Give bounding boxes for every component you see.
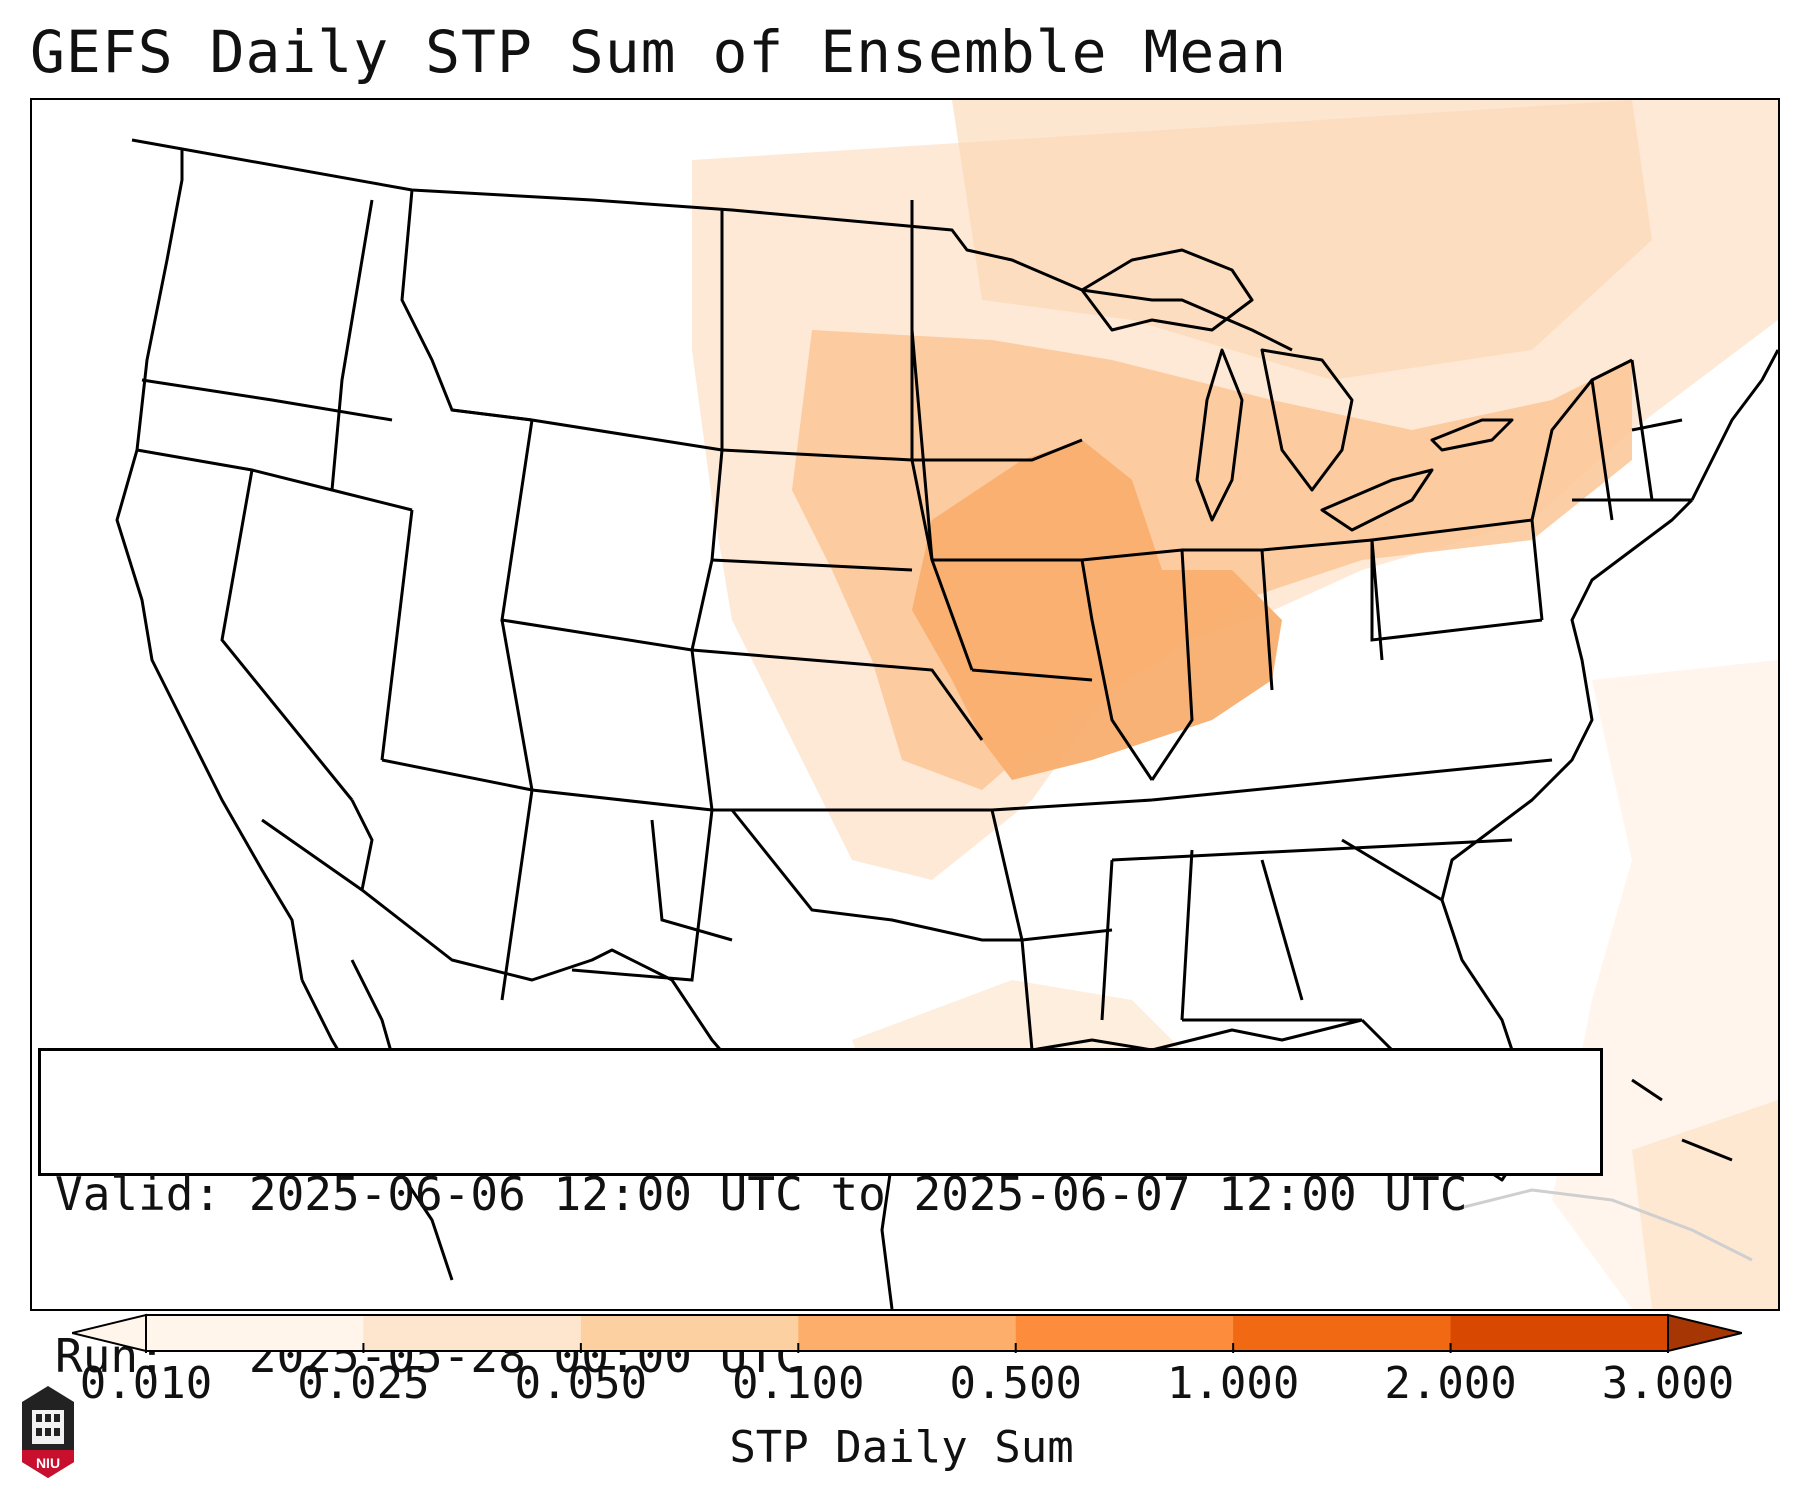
colorbar-segment xyxy=(580,1315,799,1351)
cuba xyxy=(1451,1188,1753,1262)
colorbar-tick-label: 0.100 xyxy=(732,1358,865,1409)
valid-value: 2025-06-06 12:00 UTC to 2025-06-07 12:00… xyxy=(248,1167,1468,1221)
west-coast xyxy=(115,150,304,981)
info-box: Valid: 2025-06-06 12:00 UTC to 2025-06-0… xyxy=(38,1048,1603,1383)
stp-light-caribbean xyxy=(1632,1100,1778,1309)
colorbar-segments xyxy=(72,1313,1742,1353)
colorbar-segment xyxy=(798,1315,1017,1351)
niu-logo-text: NIU xyxy=(36,1455,60,1471)
lake-ontario xyxy=(1430,418,1514,452)
colorbar-outline xyxy=(145,1314,1669,1352)
state-borders xyxy=(136,189,1692,1051)
colorbar-tick-label: 1.000 xyxy=(1166,1358,1300,1409)
colorbar-segment xyxy=(146,1315,364,1351)
colorbar-extend-high xyxy=(1667,1313,1742,1353)
valid-line: Valid: 2025-06-06 12:00 UTC to 2025-06-0… xyxy=(55,1167,1586,1221)
lake-erie xyxy=(1320,468,1434,532)
colorbar-tick-label: 0.050 xyxy=(514,1358,648,1409)
stp-lightest-canada xyxy=(952,100,1652,380)
colorbar-segment xyxy=(1233,1315,1452,1351)
colorbar-tick-label: 3.000 xyxy=(1601,1358,1735,1409)
colorbar-tick-label: 0.500 xyxy=(949,1358,1082,1409)
east-coast xyxy=(1440,498,1694,901)
new-england-coast xyxy=(1690,349,1778,501)
colorbar-extend-low xyxy=(72,1313,147,1353)
colorbar-tick-label: 0.025 xyxy=(297,1358,430,1409)
colorbar-tick-label: 2.000 xyxy=(1384,1358,1517,1409)
colorbar-segment xyxy=(1015,1315,1234,1351)
colorbar-ticks xyxy=(145,1343,1669,1353)
gulf-coast-la xyxy=(1031,1018,1363,1052)
colorbar-axis-label: STP Daily Sum xyxy=(729,1422,1074,1473)
lake-huron xyxy=(1260,348,1354,492)
us-canada-border xyxy=(131,138,1293,352)
valid-label: Valid: xyxy=(55,1167,222,1221)
lake-michigan xyxy=(1195,348,1244,522)
colorbar-tick-label: 0.010 xyxy=(79,1358,213,1409)
colorbar xyxy=(72,1313,1742,1353)
colorbar-segment xyxy=(363,1315,582,1351)
lake-superior xyxy=(1080,248,1254,332)
colorbar-segment xyxy=(1450,1315,1669,1351)
page-title: GEFS Daily STP Sum of Ensemble Mean xyxy=(30,18,1288,86)
niu-logo: NIU xyxy=(22,1386,74,1478)
